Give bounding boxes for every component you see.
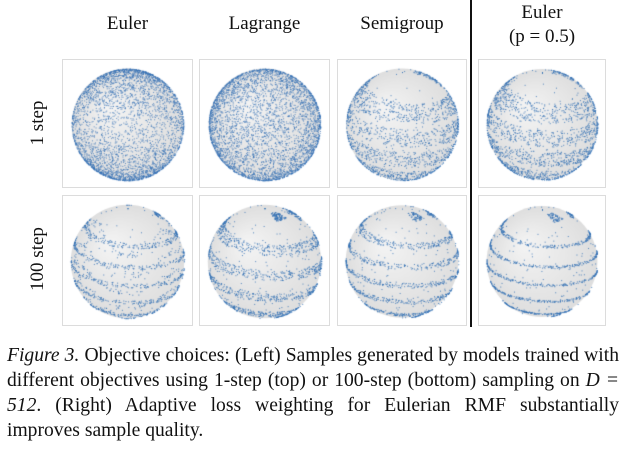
row-label-1-step: 1 step — [27, 100, 48, 146]
column-header-euler: Euler — [62, 12, 193, 36]
sphere-panel-euler-100step — [62, 195, 193, 326]
sphere-panel-semigroup-100step — [337, 195, 467, 326]
sphere-scatter-canvas — [63, 196, 192, 325]
section-divider — [470, 0, 472, 327]
sphere-scatter-canvas — [63, 60, 192, 187]
column-header-text: Lagrange — [228, 13, 301, 34]
column-header-text: Euler — [106, 13, 149, 34]
column-header-euler-p05: Euler (p = 0.5) — [478, 1, 606, 49]
sphere-scatter-canvas — [200, 60, 329, 187]
figure-caption: Figure 3. Objective choices: (Left) Samp… — [7, 343, 619, 443]
column-header-text: Semigroup — [360, 13, 444, 34]
sphere-panel-lagrange-1step — [199, 59, 330, 188]
sphere-panel-euler-1step — [62, 59, 193, 188]
sphere-scatter-canvas — [338, 196, 466, 325]
caption-text-2: . (Right) Adaptive loss weighting for Eu… — [7, 395, 619, 441]
sphere-scatter-canvas — [200, 196, 329, 325]
sphere-panel-lagrange-100step — [199, 195, 330, 326]
caption-text-1: Objective choices: (Left) Samples genera… — [7, 345, 619, 391]
row-label-100-step: 100 step — [27, 227, 48, 291]
sphere-panel-euler-p05-100step — [478, 195, 606, 326]
caption-math: D = 512 — [7, 370, 619, 416]
sphere-scatter-canvas — [479, 196, 605, 325]
column-header-subtext: (p = 0.5) — [508, 26, 576, 47]
caption-label: Figure 3. — [7, 345, 80, 366]
sphere-scatter-canvas — [479, 60, 605, 187]
sphere-panel-semigroup-1step — [337, 59, 467, 188]
column-header-text: Euler — [521, 2, 563, 23]
column-header-lagrange: Lagrange — [199, 12, 330, 36]
sphere-panel-euler-p05-1step — [478, 59, 606, 188]
column-header-semigroup: Semigroup — [337, 12, 467, 36]
sphere-scatter-canvas — [338, 60, 466, 187]
